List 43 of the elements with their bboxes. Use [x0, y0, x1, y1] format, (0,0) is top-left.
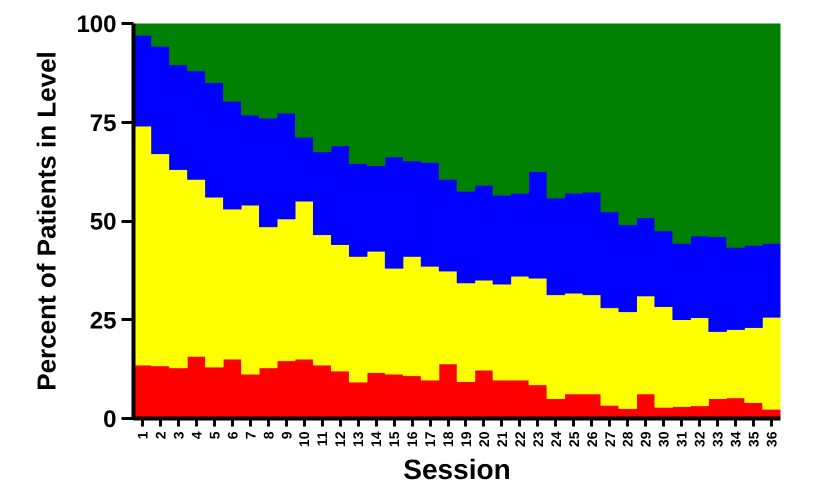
x-tick-label: 26: [584, 431, 600, 448]
x-tick-label: 13: [350, 431, 366, 448]
x-tick-label: 17: [422, 431, 438, 448]
x-tick-label: 23: [530, 431, 546, 448]
x-tick-label: 1: [134, 431, 150, 440]
x-tick-label: 10: [296, 431, 312, 448]
x-tick-label: 5: [206, 431, 222, 440]
x-tick-label: 20: [476, 431, 492, 448]
x-tick-label: 15: [386, 431, 402, 448]
x-tick-label: 34: [728, 431, 744, 448]
x-tick-label: 3: [170, 431, 186, 440]
x-tick-label: 21: [494, 431, 510, 448]
x-tick-label: 9: [278, 431, 294, 440]
x-tick-label: 2: [152, 431, 168, 440]
y-tick-label: 25: [90, 307, 117, 334]
x-tick-label: 8: [260, 431, 276, 440]
x-tick-label: 22: [512, 431, 528, 448]
x-tick-label: 33: [710, 431, 726, 448]
x-tick-label: 11: [314, 431, 330, 446]
x-tick-label: 14: [368, 431, 384, 448]
x-tick-label: 12: [332, 431, 348, 448]
x-tick-label: 31: [674, 431, 690, 448]
y-tick-label: 0: [103, 406, 117, 433]
x-tick-label: 7: [242, 431, 258, 440]
x-tick-label: 16: [404, 431, 420, 448]
y-tick-label: 75: [90, 110, 117, 137]
x-tick-label: 28: [620, 431, 636, 448]
x-tick-label: 6: [224, 431, 240, 440]
x-tick-label: 30: [656, 431, 672, 448]
x-tick-label: 19: [458, 431, 474, 448]
y-tick-label: 100: [76, 11, 117, 38]
x-tick-label: 27: [602, 431, 618, 448]
x-tick-label: 29: [638, 431, 654, 448]
x-tick-label: 25: [566, 431, 582, 448]
x-axis-title: Session: [403, 454, 511, 486]
x-tick-label: 24: [548, 431, 564, 448]
x-tick-label: 18: [440, 431, 456, 448]
y-axis-title: Percent of Patients in Level: [31, 51, 62, 391]
x-tick-label: 36: [764, 431, 780, 448]
x-tick-label: 35: [746, 431, 762, 448]
y-tick-label: 50: [90, 208, 117, 236]
x-tick-label: 32: [692, 431, 708, 448]
x-tick-label: 4: [188, 431, 204, 440]
